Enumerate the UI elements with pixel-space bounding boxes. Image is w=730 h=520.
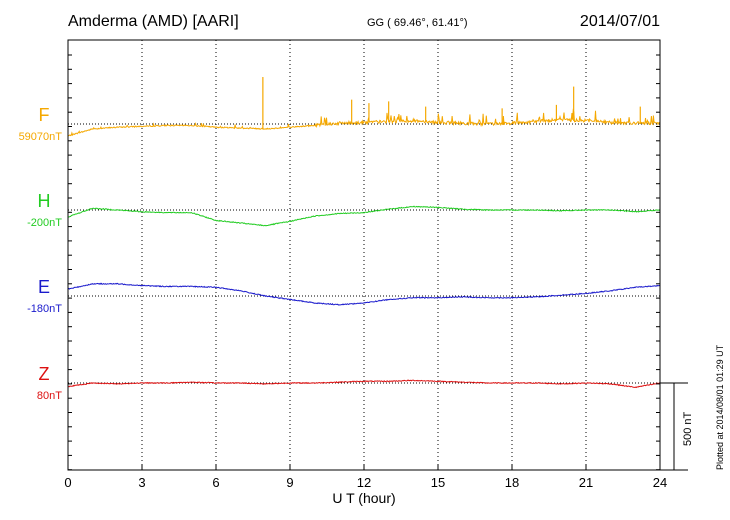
plotted-timestamp: Plotted at 2014/08/01 01:29 UT xyxy=(715,344,725,470)
x-tick-label-15: 15 xyxy=(431,475,445,490)
traces xyxy=(67,77,661,389)
x-tick-label-24: 24 xyxy=(653,475,667,490)
scale-bar-label: 500 nT xyxy=(682,411,694,446)
date-label: 2014/07/01 xyxy=(580,13,660,30)
x-axis: 0 3 6 9 12 15 18 21 24 xyxy=(64,54,667,490)
x-axis-label: U T (hour) xyxy=(332,490,395,506)
e-trace xyxy=(67,282,661,306)
x-tick-label-0: 0 xyxy=(64,475,71,490)
scale-bar: 500 nT xyxy=(660,382,694,471)
f-trace xyxy=(67,108,661,137)
e-series-label: E xyxy=(38,277,50,297)
x-tick-label-18: 18 xyxy=(505,475,519,490)
grid xyxy=(141,40,587,470)
x-tick-label-9: 9 xyxy=(286,475,293,490)
station-coordinates: GG ( 69.46°, 61.41°) xyxy=(367,17,468,29)
x-tick-label-6: 6 xyxy=(212,475,219,490)
f-series-label: F xyxy=(39,105,50,125)
x-tick-label-3: 3 xyxy=(138,475,145,490)
x-tick-label-21: 21 xyxy=(579,475,593,490)
h-series-label: H xyxy=(38,191,51,211)
x-tick-label-12: 12 xyxy=(357,475,371,490)
z-baseline-value: 80nT xyxy=(37,390,62,402)
station-title: Amderma (AMD) [AARI] xyxy=(68,13,239,30)
h-baseline-value: -200nT xyxy=(27,217,62,229)
e-baseline-value: -180nT xyxy=(27,303,62,315)
h-trace xyxy=(67,205,661,227)
z-trace xyxy=(68,379,661,389)
z-series-label: Z xyxy=(39,364,50,384)
f-baseline-value: 59070nT xyxy=(19,131,63,143)
series-labels: F 59070nT H -200nT E -180nT Z 80nT xyxy=(19,105,63,402)
